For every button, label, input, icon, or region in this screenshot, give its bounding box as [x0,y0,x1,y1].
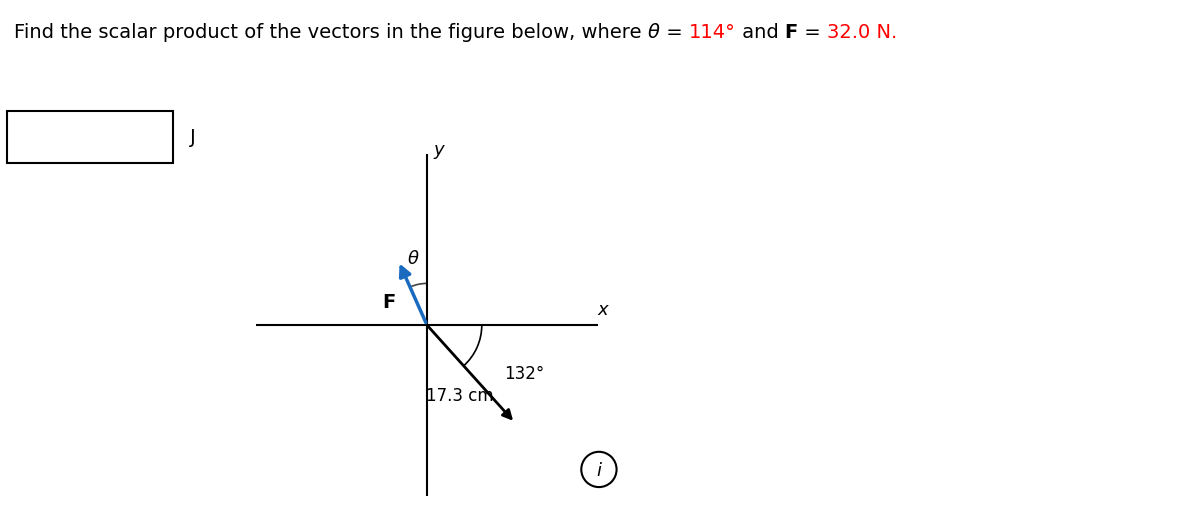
Text: i: i [597,462,601,480]
FancyBboxPatch shape [7,111,173,163]
Text: θ: θ [407,250,419,268]
Text: and: and [735,23,785,42]
Text: x: x [597,300,607,318]
Text: Find the scalar product of the vectors in the figure below, where: Find the scalar product of the vectors i… [14,23,648,42]
Text: y: y [434,141,445,158]
Text: F: F [383,294,396,313]
Text: =: = [659,23,689,42]
Text: J: J [190,128,196,147]
Text: 114°: 114° [689,23,735,42]
Text: 17.3 cm: 17.3 cm [426,386,493,405]
Text: F: F [785,23,798,42]
Text: 132°: 132° [504,365,544,383]
Text: 32.0 N.: 32.0 N. [827,23,898,42]
Text: θ: θ [648,23,659,42]
Text: =: = [798,23,827,42]
